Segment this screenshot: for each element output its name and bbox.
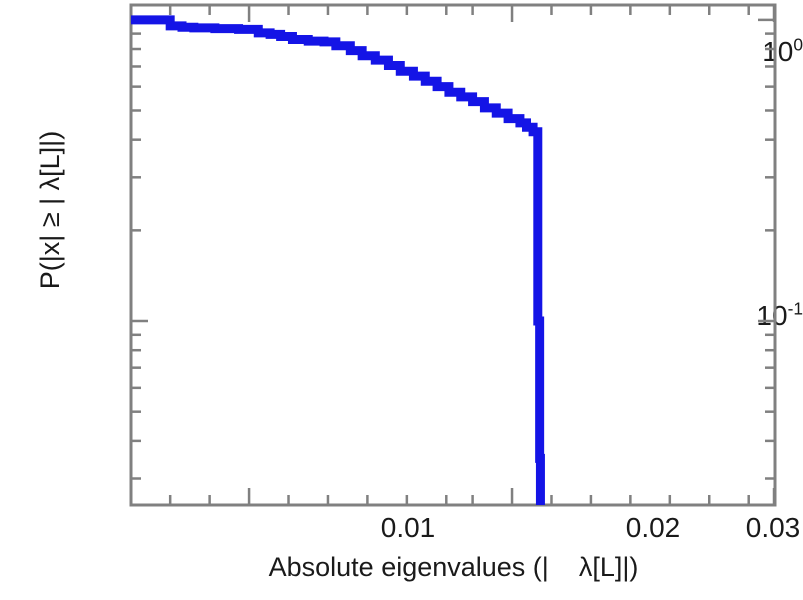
axes-frame-rect	[129, 3, 777, 507]
data-series-group	[131, 15, 545, 505]
axis-ticks	[131, 5, 776, 505]
y-tick-exponent-1: -1	[787, 298, 803, 319]
x-tick-label-0.03: 0.03	[745, 512, 801, 543]
x-axis-label: Absolute eigenvalues (| λ[L]|)	[268, 552, 639, 582]
y-tick-label-1e-1: 10-1	[683, 300, 803, 332]
data-series-line-0	[131, 15, 545, 505]
y-tick-label-1e0: 100	[683, 36, 803, 68]
y-tick-mantissa-0: 10	[762, 36, 794, 67]
x-tick-label-0.01: 0.01	[380, 512, 436, 543]
x-tick-label-0.02: 0.02	[625, 512, 681, 543]
y-tick-mantissa-1: 10	[756, 300, 788, 331]
y-tick-exponent-0: 0	[793, 34, 803, 55]
axes-frame	[129, 3, 777, 507]
